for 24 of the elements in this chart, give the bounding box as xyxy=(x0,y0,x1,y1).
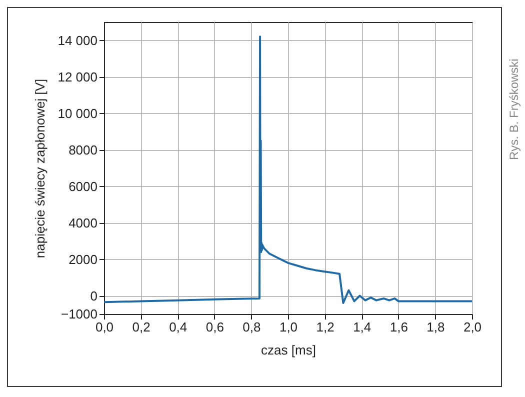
x-tick-label: 0,8 xyxy=(242,320,261,334)
y-tick-label: 14 000 xyxy=(58,32,98,48)
y-tick-label: 2000 xyxy=(68,252,98,267)
y-axis-title: napięcie świecy zapłonowej [V] xyxy=(32,78,48,258)
y-tick-label: 12 000 xyxy=(58,69,98,84)
text: Rys. B. Fryśkowski xyxy=(506,58,522,160)
x-tick-label: 1,6 xyxy=(390,320,408,334)
y-tick-label: 4000 xyxy=(68,215,98,230)
x-tick-label: 1,8 xyxy=(426,320,445,334)
x-tick-label: 1,2 xyxy=(316,320,334,334)
x-tick-label: 2,0 xyxy=(463,320,482,334)
y-tick-label: 8000 xyxy=(68,142,98,158)
y-tick-label: 10 000 xyxy=(58,106,98,121)
x-tick-label: 0,4 xyxy=(169,320,188,334)
y-tick-label: 6000 xyxy=(68,178,98,194)
x-tick-label: 0,0 xyxy=(95,320,114,334)
x-tick-label: 0,6 xyxy=(206,320,224,334)
x-tick-label: 1,4 xyxy=(353,320,372,334)
y-tick-label: 0 xyxy=(90,288,98,304)
x-axis-title: czas [ms] xyxy=(261,342,316,358)
line-series xyxy=(104,36,472,304)
x-tick-label: 0,2 xyxy=(132,320,150,334)
x-tick-label: 1,0 xyxy=(279,320,298,334)
y-tick-label: −1000 xyxy=(60,306,98,322)
